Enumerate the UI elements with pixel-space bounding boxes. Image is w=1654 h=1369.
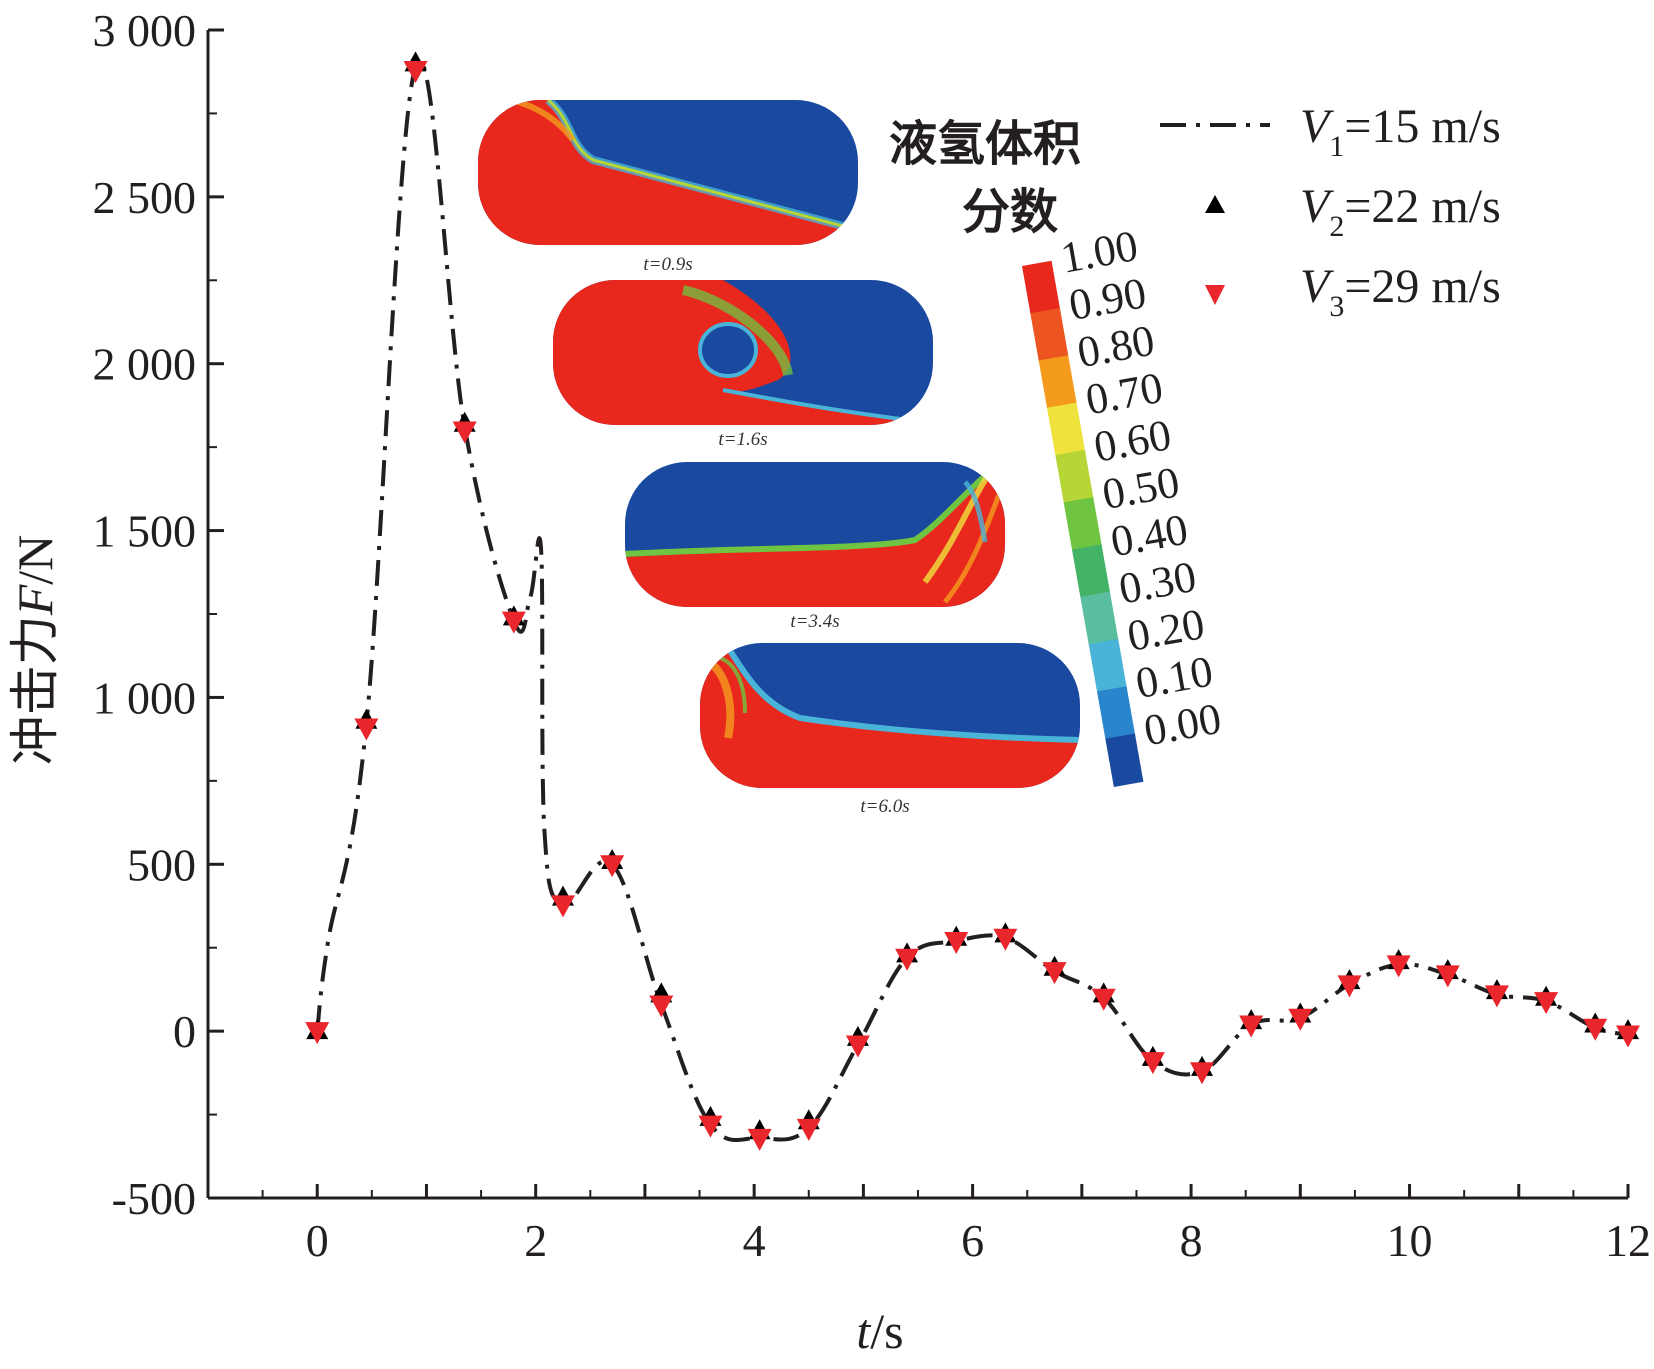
colorbar-title-line1: 液氢体积: [889, 116, 1081, 172]
snapshot-label-3: t=3.4s: [790, 611, 839, 632]
series-v3-point: [698, 1115, 723, 1138]
legend-marker-v3: [1205, 285, 1225, 305]
series-v3-point: [1616, 1025, 1640, 1048]
x-ticks: 0 2 4 6 8 10 12: [206, 1184, 1651, 1266]
series-v3-point: [1534, 992, 1559, 1015]
series-v3-point: [1386, 955, 1411, 978]
series-v3-point: [993, 928, 1018, 951]
colorbar-swatch: [1038, 355, 1077, 409]
y-tick-label: 2 000: [93, 339, 197, 390]
snapshot-tank-1: [478, 100, 858, 245]
colorbar-swatch: [1055, 449, 1094, 504]
series-v3-point: [600, 855, 625, 878]
series-v3-point: [1190, 1062, 1214, 1085]
y-tick-label: 1 500: [93, 506, 197, 557]
x-tick-label: 4: [743, 1215, 766, 1266]
colorbar-swatch: [1047, 402, 1086, 457]
series-v3-point: [1337, 975, 1362, 998]
legend-marker-v2: [1205, 195, 1225, 213]
x-axis-title: t/s: [856, 1303, 903, 1359]
series-v3-point: [305, 1022, 330, 1045]
colorbar-swatch: [1080, 591, 1119, 646]
snapshot-label-4: t=6.0s: [860, 796, 909, 817]
series-v3-point: [1288, 1008, 1313, 1031]
y-tick-label: -500: [112, 1173, 196, 1224]
series-v3-point: [1239, 1015, 1264, 1038]
series-v3-point: [501, 611, 526, 634]
x-tick-label: 2: [524, 1215, 547, 1266]
legend-label-v2: V2=22 m/s: [1300, 180, 1501, 243]
series-layer: [305, 51, 1640, 1151]
y-tick-label: 3 000: [93, 5, 197, 56]
series-v3-point: [551, 895, 575, 918]
series-v3-point: [895, 948, 920, 971]
series-v3-point: [1091, 988, 1116, 1011]
y-tick-label: 2 500: [93, 172, 197, 223]
y-tick-label: 1 000: [93, 672, 197, 723]
series-v3-point: [944, 932, 969, 955]
plot-axes: -500 0 500 1 000 1 500 2 000 2 500 3 000 0 2 4 6 8 1…: [93, 5, 1652, 1266]
legend-label-v1: V1=15 m/s: [1300, 100, 1501, 163]
y-tick-label: 0: [173, 1006, 196, 1057]
colorbar-swatch: [1063, 497, 1102, 551]
legend: V1=15 m/s V2=22 m/s V3=29 m/s: [1160, 100, 1501, 323]
colorbar-title-line2: 分数: [962, 184, 1058, 240]
colorbar-swatches: [1022, 260, 1144, 787]
y-axis-title: 冲击力F/N: [6, 535, 64, 766]
snapshot-tank-2: [553, 280, 933, 425]
x-tick-label: 6: [961, 1215, 984, 1266]
series-v3-point: [1583, 1018, 1608, 1041]
legend-label-v3: V3=29 m/s: [1300, 260, 1501, 323]
series-v3-point: [452, 421, 477, 444]
x-tick-label: 0: [306, 1215, 329, 1266]
y-axis-title-var: F: [7, 584, 63, 616]
x-axis-title-var: t: [856, 1303, 871, 1359]
colorbar-swatch: [1030, 308, 1069, 362]
colorbar-labels: 1.000.900.800.700.600.500.400.300.200.10…: [1057, 221, 1225, 755]
series-v3-point: [1042, 962, 1067, 985]
colorbar-swatch: [1022, 260, 1061, 315]
y-tick-label: 500: [127, 839, 196, 890]
snapshot-label-1: t=0.9s: [643, 254, 692, 275]
y-axis-title-cn: 冲击力: [6, 615, 64, 765]
snapshot-label-2: t=1.6s: [718, 429, 767, 450]
colorbar-swatch: [1097, 686, 1136, 740]
series-v3-point: [796, 1118, 821, 1141]
series-v3-point: [403, 61, 428, 84]
series-v3-point: [845, 1035, 870, 1058]
series-v3-point: [354, 718, 379, 741]
x-tick-label: 12: [1605, 1215, 1651, 1266]
series-v3-point: [1140, 1052, 1165, 1075]
series-v3-point: [1435, 965, 1460, 988]
snapshot-tank-3: [625, 462, 1005, 607]
y-axis-title-unit: /N: [7, 535, 63, 585]
colorbar-swatch: [1088, 638, 1127, 693]
colorbar-swatch: [1072, 544, 1111, 598]
snapshot-tank-4: [700, 643, 1080, 788]
x-axis-title-unit: /s: [870, 1303, 903, 1359]
x-tick-label: 10: [1387, 1215, 1433, 1266]
colorbar-swatch: [1105, 733, 1144, 787]
series-v3-point: [649, 995, 674, 1018]
x-tick-label: 8: [1180, 1215, 1203, 1266]
y-ticks: -500 0 500 1 000 1 500 2 000 2 500 3 000: [93, 5, 224, 1224]
colorbar: 液氢体积 分数 1.000.900.800.700.600.500.400.30…: [889, 116, 1225, 787]
series-v3-point: [747, 1128, 772, 1151]
series-v3-point: [1484, 985, 1509, 1008]
volume-fraction-snapshots: t=0.9s t=1.6s t=3.4s: [478, 100, 1080, 817]
